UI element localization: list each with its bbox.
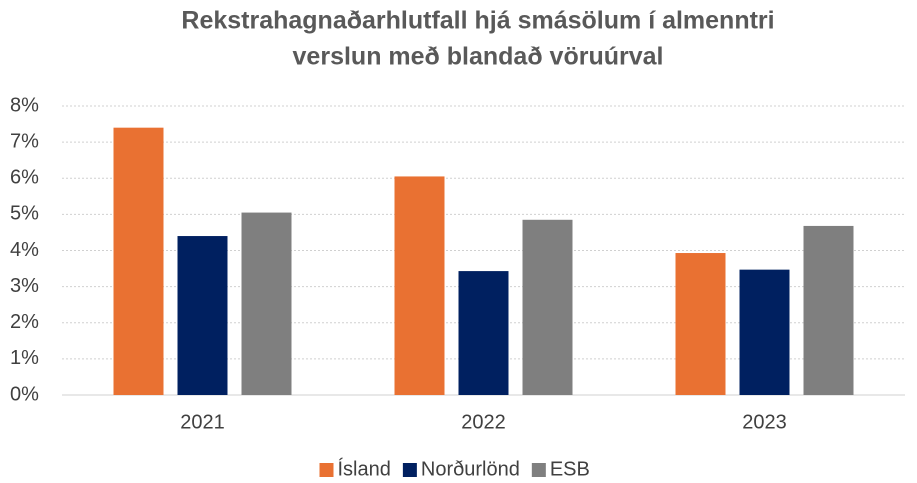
bar — [241, 212, 292, 395]
y-tick-label: 5% — [10, 203, 39, 225]
y-tick-label: 0% — [10, 383, 39, 405]
legend-swatch — [531, 463, 546, 477]
bar — [675, 253, 726, 395]
legend-label: Norðurlönd — [421, 458, 520, 480]
y-tick-label: 8% — [10, 94, 39, 116]
bar — [177, 236, 228, 395]
chart-title: verslun með blandað vöruúrval — [293, 43, 664, 71]
bar — [803, 225, 854, 395]
y-tick-label: 1% — [10, 347, 39, 369]
y-tick-label: 7% — [10, 130, 39, 152]
bar — [113, 127, 164, 396]
legend-label: Ísland — [338, 457, 391, 480]
x-tick-label: 2023 — [742, 411, 787, 433]
bar — [522, 219, 573, 395]
legend-swatch — [319, 463, 334, 477]
x-tick-label: 2021 — [180, 411, 225, 433]
y-tick-label: 3% — [10, 275, 39, 297]
bar — [394, 176, 445, 395]
y-tick-label: 6% — [10, 167, 39, 189]
legend-swatch — [402, 463, 417, 477]
y-tick-label: 2% — [10, 311, 39, 333]
chart-title: Rekstrahagnaðarhlutfall hjá smásölum í a… — [181, 7, 774, 35]
y-tick-label: 4% — [10, 239, 39, 261]
x-tick-label: 2022 — [461, 411, 506, 433]
legend-label: ESB — [550, 458, 590, 480]
bar — [739, 269, 790, 395]
bar — [458, 271, 509, 395]
